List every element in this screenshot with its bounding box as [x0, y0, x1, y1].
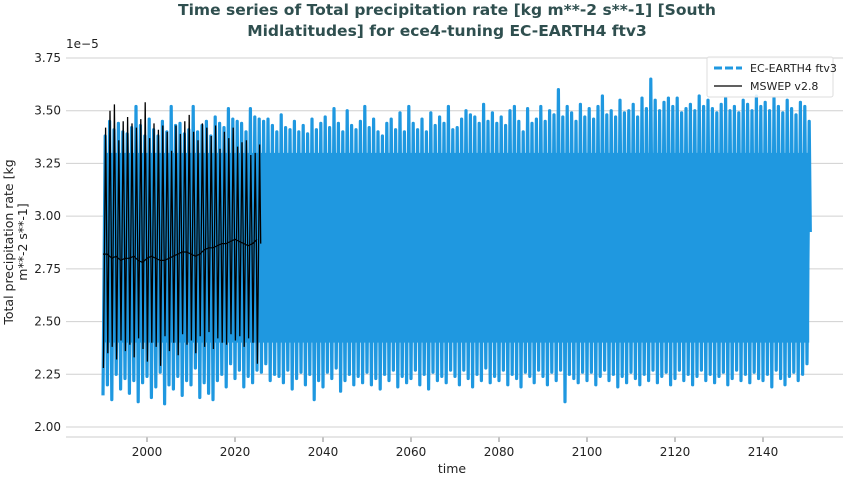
y-axis-label-line-2: m**-2 s**-1] — [15, 203, 30, 280]
y-axis-label-line-1: Total precipitation rate [kg — [1, 159, 16, 325]
legend-label-ec-earth4: EC-EARTH4 ftv3 — [750, 62, 837, 75]
series-mswep-line — [102, 102, 262, 369]
series-mswep-running-mean — [103, 238, 258, 264]
y-tick-label: 3.00 — [34, 209, 61, 223]
y-tick-labels: 2.00 2.25 2.50 2.75 3.00 3.25 3.50 3.75 — [34, 51, 61, 434]
y-tick-label: 2.00 — [34, 420, 61, 434]
x-tick-label: 2020 — [220, 445, 251, 459]
x-tick-label: 2140 — [748, 445, 779, 459]
series-layer — [101, 77, 812, 406]
x-tick-label: 2080 — [484, 445, 515, 459]
x-axis-label: time — [438, 461, 467, 476]
y-tick-label: 3.50 — [34, 104, 61, 118]
x-tick-label: 2040 — [308, 445, 339, 459]
x-tick-label: 2120 — [660, 445, 691, 459]
y-tick-label: 2.50 — [34, 315, 61, 329]
chart-title-line-1: Time series of Total precipitation rate … — [178, 1, 716, 19]
y-axis-label: Total precipitation rate [kg m**-2 s**-1… — [1, 159, 30, 325]
y-tick-label: 3.75 — [34, 51, 61, 65]
x-tick-label: 2100 — [572, 445, 603, 459]
y-tick-label: 2.25 — [34, 367, 61, 381]
legend-label-mswep: MSWEP v2.8 — [750, 80, 818, 93]
y-offset-label: 1e−5 — [66, 37, 99, 51]
legend: EC-EARTH4 ftv3 MSWEP v2.8 — [706, 56, 837, 98]
x-tick-labels: 2000 2020 2040 2060 2080 2100 2120 2140 — [132, 437, 779, 459]
y-tick-label: 2.75 — [34, 262, 61, 276]
chart-title-line-2: Midlatitudes] for ece4-tuning EC-EARTH4 … — [247, 22, 647, 40]
x-tick-label: 2000 — [132, 445, 163, 459]
x-tick-label: 2060 — [396, 445, 427, 459]
y-tick-label: 3.25 — [34, 156, 61, 170]
series-ec-earth4-band — [103, 152, 810, 343]
